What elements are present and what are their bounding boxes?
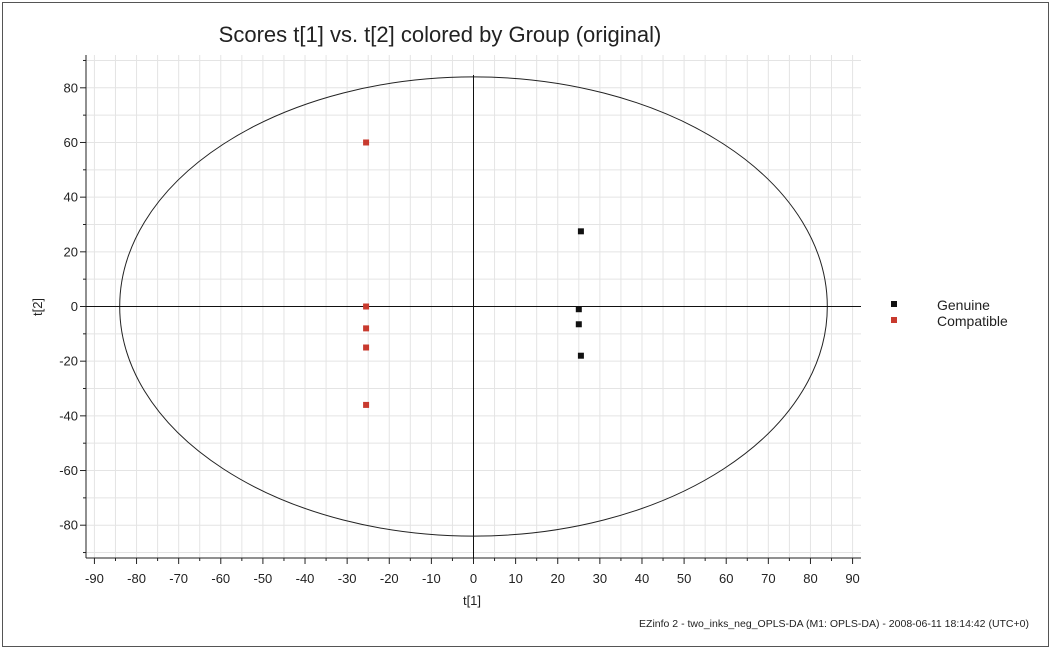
data-point-compatible xyxy=(363,325,370,332)
data-points xyxy=(363,139,584,408)
x-tick-label: -10 xyxy=(422,571,441,586)
y-tick-label: -20 xyxy=(59,354,78,369)
x-tick-label: 90 xyxy=(845,571,859,586)
y-axis-ticks: -80 -60 -40 -20 0 20 40 60 80 xyxy=(59,59,86,554)
y-tick-label: 20 xyxy=(64,244,78,259)
x-tick-label: 70 xyxy=(761,571,775,586)
x-tick-label: 0 xyxy=(470,571,477,586)
x-tick-label: -60 xyxy=(211,571,230,586)
x-tick-label: 30 xyxy=(593,571,607,586)
x-tick-label: 20 xyxy=(551,571,565,586)
y-axis-label: t[2] xyxy=(30,298,45,316)
footer-caption: EZinfo 2 - two_inks_neg_OPLS-DA (M1: OPL… xyxy=(639,618,1029,630)
data-point-compatible xyxy=(363,344,370,351)
x-tick-label: -50 xyxy=(254,571,273,586)
data-point-genuine xyxy=(575,321,582,328)
data-point-genuine xyxy=(577,352,584,359)
y-tick-label: 40 xyxy=(64,190,78,205)
x-tick-label: 50 xyxy=(677,571,691,586)
x-tick-label: 60 xyxy=(719,571,733,586)
x-axis-ticks: -90 -80 -70 -60 -50 -40 -30 -20 -10 0 10 20 30 40 50 60… xyxy=(85,558,860,586)
data-point-genuine xyxy=(577,228,584,235)
scores-plot: Scores t[1] vs. t[2] colored by Group (o… xyxy=(30,22,1029,630)
legend-marker-compatible xyxy=(891,317,897,323)
chart-title: Scores t[1] vs. t[2] colored by Group (o… xyxy=(219,22,662,47)
x-tick-label: -30 xyxy=(338,571,357,586)
x-tick-label: -80 xyxy=(127,571,146,586)
data-point-compatible xyxy=(363,303,370,310)
legend-label-compatible: Compatible xyxy=(937,313,1008,329)
y-tick-label: -40 xyxy=(59,408,78,423)
data-point-genuine xyxy=(575,306,582,313)
x-tick-label: 10 xyxy=(508,571,522,586)
x-tick-label: -40 xyxy=(296,571,315,586)
legend-marker-genuine xyxy=(891,301,897,307)
y-tick-label: 0 xyxy=(71,299,78,314)
y-tick-label: 80 xyxy=(64,80,78,95)
data-point-compatible xyxy=(363,139,370,146)
x-tick-label: 80 xyxy=(803,571,817,586)
y-tick-label: 60 xyxy=(64,135,78,150)
data-point-compatible xyxy=(363,401,370,408)
x-tick-label: -70 xyxy=(169,571,188,586)
y-tick-label: -80 xyxy=(59,518,78,533)
y-tick-label: -60 xyxy=(59,463,78,478)
x-tick-label: 40 xyxy=(635,571,649,586)
zero-axis-lines xyxy=(86,75,861,558)
x-axis-label: t[1] xyxy=(463,593,481,608)
legend-label-genuine: Genuine xyxy=(937,297,990,313)
x-tick-label: -20 xyxy=(380,571,399,586)
x-tick-label: -90 xyxy=(85,571,104,586)
